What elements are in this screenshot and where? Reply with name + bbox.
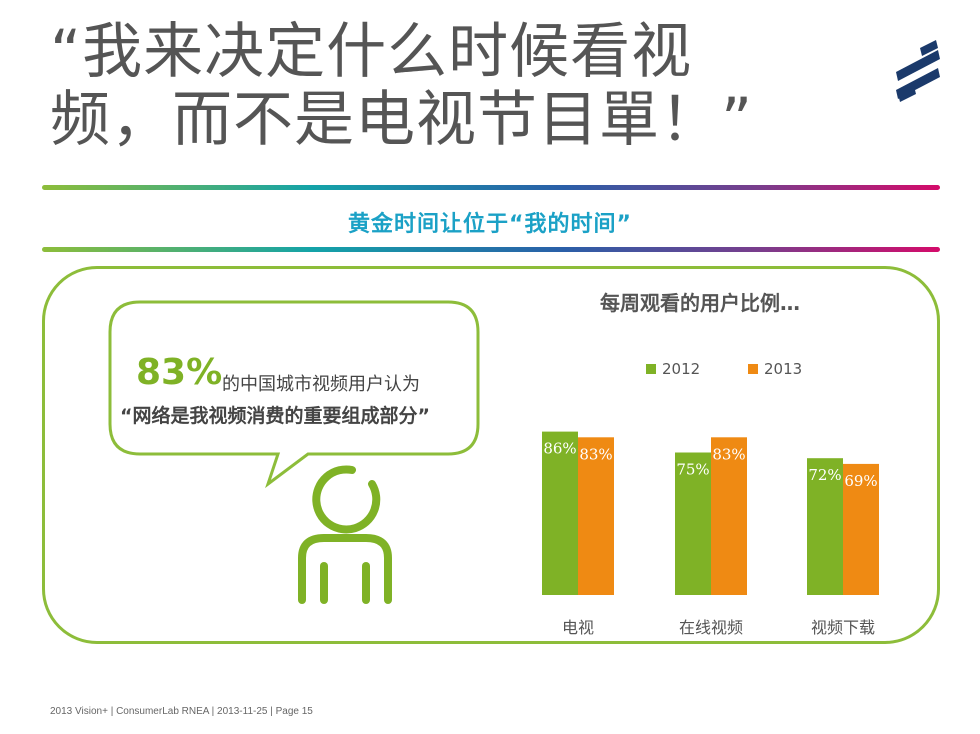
legend-swatch-2012 [646, 364, 656, 374]
bar-2013-0 [578, 437, 614, 595]
highlight-percent: 83% [136, 352, 223, 393]
bar-2012-1 [675, 452, 711, 595]
person-icon [290, 462, 400, 604]
data-label-2013-0: 83% [579, 445, 612, 463]
title-line-1: “我来决定什么时候看视 [50, 17, 693, 87]
content-panel [42, 266, 940, 644]
slide-title: “我来决定什么时候看视 频，而不是电视节目單！” [50, 18, 830, 154]
data-label-2013-2: 69% [844, 472, 877, 490]
legend-label-2012: 2012 [662, 360, 701, 378]
legend-swatch-2013 [748, 364, 758, 374]
bar-2013-2 [843, 463, 879, 595]
data-label-2012-0: 86% [543, 440, 576, 458]
legend-label-2013: 2013 [764, 360, 803, 378]
bar-2012-0 [542, 431, 578, 595]
bottom-divider [42, 247, 940, 252]
top-divider [42, 185, 940, 190]
bar-2013-1 [711, 437, 747, 595]
bubble-text-line-1: 的中国城市视频用户认为 [222, 374, 420, 395]
speech-bubble [108, 300, 480, 489]
bubble-text-line-2: “网络是我视频消费的重要组成部分” [120, 405, 430, 427]
data-label-2013-1: 83% [712, 445, 745, 463]
legend-item-2012: 2012 [646, 360, 700, 378]
chart-title: 每周观看的用户比例… [600, 291, 800, 315]
legend-item-2013: 2013 [748, 360, 802, 378]
category-label-1: 在线视频 [679, 618, 743, 637]
category-label-0: 电视 [562, 618, 594, 637]
title-line-2: 频，而不是电视节目單！” [50, 85, 754, 155]
data-label-2012-1: 75% [676, 461, 709, 479]
speech-bubble-outline [108, 300, 480, 489]
data-label-2012-2: 72% [808, 466, 841, 484]
section-subtitle: 黄金时间让位于“我的时间” [348, 212, 632, 237]
bar-2012-2 [807, 458, 843, 595]
brand-logo-icon [890, 40, 944, 104]
category-label-2: 视频下载 [811, 618, 875, 637]
footer-text: 2013 Vision+ | ConsumerLab RNEA | 2013-1… [50, 706, 313, 717]
